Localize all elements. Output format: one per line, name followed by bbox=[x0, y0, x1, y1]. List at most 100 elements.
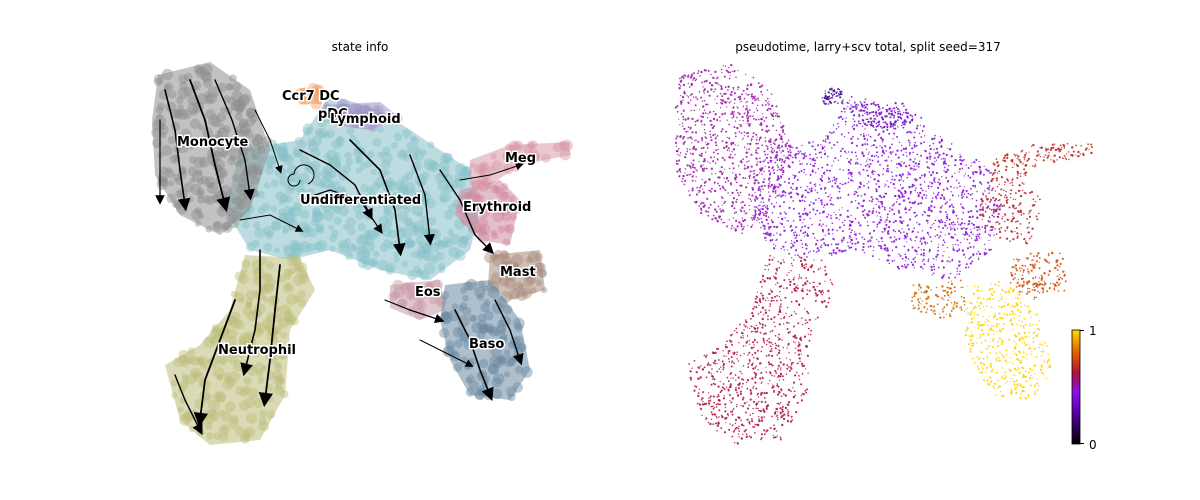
cell-dot bbox=[806, 191, 809, 194]
cell-dot bbox=[1051, 143, 1054, 146]
cell-dot bbox=[440, 291, 450, 300]
cell-dot bbox=[242, 306, 254, 317]
cell-dot bbox=[429, 160, 439, 171]
cell-dot bbox=[805, 277, 808, 279]
cell-dot bbox=[820, 201, 823, 204]
cell-dot bbox=[764, 401, 767, 404]
cell-dot bbox=[493, 186, 502, 195]
cell-dot bbox=[740, 132, 743, 134]
cell-dot bbox=[1061, 146, 1063, 149]
cell-dot bbox=[793, 341, 795, 343]
cell-dot bbox=[762, 160, 765, 163]
cell-dot bbox=[737, 96, 740, 99]
cell-dot bbox=[786, 364, 789, 366]
cell-dot bbox=[738, 430, 740, 432]
cell-dot bbox=[196, 413, 208, 424]
cell-dot bbox=[893, 132, 896, 135]
cell-dot bbox=[772, 124, 775, 127]
cell-dot bbox=[829, 279, 832, 281]
cell-dot bbox=[902, 126, 905, 129]
cell-dot bbox=[1016, 236, 1019, 239]
cell-dot bbox=[721, 360, 724, 363]
cell-dot bbox=[989, 185, 991, 187]
cell-dot bbox=[943, 273, 945, 276]
cell-dot bbox=[964, 233, 967, 236]
cell-dot bbox=[882, 126, 886, 129]
cell-dot bbox=[780, 388, 783, 391]
cell-dot bbox=[182, 376, 190, 384]
cell-dot bbox=[513, 140, 524, 150]
cell-dot bbox=[326, 129, 336, 139]
cell-dot bbox=[933, 206, 936, 209]
cell-dot bbox=[457, 315, 470, 328]
cell-dot bbox=[793, 325, 795, 328]
cell-dot bbox=[420, 290, 428, 299]
cell-dot bbox=[745, 345, 747, 347]
cell-dot bbox=[764, 264, 766, 267]
cell-dot bbox=[723, 188, 726, 191]
cell-dot bbox=[266, 410, 276, 419]
cell-dot bbox=[493, 373, 505, 385]
cell-dot bbox=[795, 146, 798, 150]
cell-dot bbox=[954, 243, 957, 246]
cell-dot bbox=[693, 360, 696, 362]
cell-dot bbox=[924, 135, 926, 137]
cell-dot bbox=[293, 295, 301, 303]
cell-dot bbox=[900, 144, 903, 147]
cell-dot bbox=[895, 201, 898, 203]
cell-dot bbox=[913, 211, 916, 214]
cell-dot bbox=[823, 206, 825, 208]
cell-dot bbox=[923, 174, 926, 177]
cell-dot bbox=[719, 92, 722, 95]
cluster-region bbox=[325, 102, 400, 130]
cell-dot bbox=[705, 376, 708, 379]
cell-dot bbox=[724, 200, 727, 203]
cell-dot bbox=[704, 185, 706, 187]
cell-dot bbox=[344, 152, 352, 160]
cell-dot bbox=[913, 131, 916, 134]
cell-dot bbox=[194, 207, 203, 215]
cell-dot bbox=[507, 393, 516, 402]
cell-dot bbox=[173, 108, 184, 119]
cell-dot bbox=[995, 177, 999, 180]
cell-dot bbox=[933, 181, 936, 183]
cell-dot bbox=[798, 378, 801, 381]
cell-dot bbox=[855, 233, 857, 236]
cell-dot bbox=[921, 230, 924, 232]
cell-dot bbox=[874, 128, 877, 131]
cell-dot bbox=[703, 181, 706, 184]
cell-dot bbox=[806, 234, 809, 237]
cell-dot bbox=[934, 152, 937, 155]
cell-dot bbox=[833, 160, 835, 162]
cell-dot bbox=[254, 362, 265, 374]
cell-dot bbox=[905, 211, 907, 214]
cell-dot bbox=[776, 226, 778, 228]
cell-dot bbox=[741, 378, 743, 380]
cell-dot bbox=[194, 220, 202, 227]
cell-dot bbox=[761, 294, 764, 297]
cell-dot bbox=[824, 173, 826, 175]
cell-dot bbox=[333, 152, 341, 160]
cell-dot bbox=[852, 135, 854, 138]
cell-dot bbox=[502, 238, 510, 246]
cell-dot bbox=[731, 424, 734, 427]
cell-dot bbox=[850, 104, 852, 106]
cell-dot bbox=[688, 363, 690, 365]
cell-dot bbox=[686, 148, 689, 150]
cell-dot bbox=[691, 187, 694, 189]
cell-dot bbox=[948, 276, 951, 279]
cell-dot bbox=[955, 214, 958, 217]
cell-dot bbox=[510, 146, 517, 153]
cell-dot bbox=[898, 203, 901, 206]
cell-dot bbox=[820, 225, 823, 227]
cell-dot bbox=[884, 221, 886, 223]
cell-dot bbox=[946, 227, 949, 229]
cell-dot bbox=[928, 187, 930, 189]
cell-dot bbox=[893, 110, 896, 112]
cell-dot bbox=[732, 203, 734, 205]
cell-dot bbox=[787, 220, 790, 222]
cell-dot bbox=[509, 213, 518, 221]
cell-dot bbox=[734, 102, 736, 104]
cell-dot bbox=[831, 147, 833, 149]
